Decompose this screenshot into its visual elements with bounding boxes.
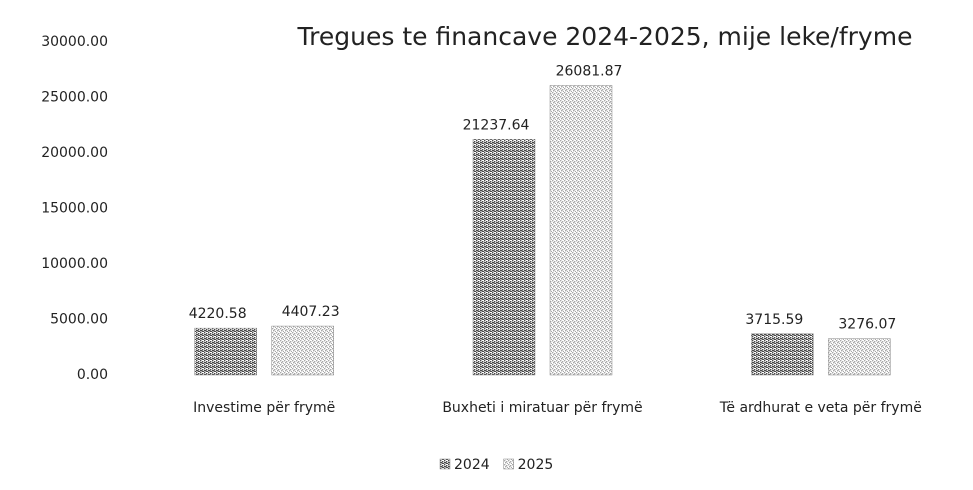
bar (472, 139, 536, 376)
y-tick-label: 0.00 (77, 367, 108, 383)
y-tick-label: 5000.00 (50, 312, 108, 328)
value-label: 4407.23 (282, 304, 340, 320)
y-tick-label: 15000.00 (41, 201, 108, 217)
y-tick-label: 30000.00 (41, 34, 108, 50)
legend-swatch (439, 458, 451, 470)
y-tick-label: 20000.00 (41, 145, 108, 161)
bar (751, 333, 814, 376)
x-tick-label: Buxheti i miratuar për frymë (442, 400, 642, 416)
bar (271, 325, 334, 376)
chart-title: Tregues te financave 2024-2025, mije lek… (297, 22, 913, 51)
value-label: 3715.59 (745, 312, 803, 328)
bar (194, 327, 257, 376)
y-tick-label: 25000.00 (41, 90, 108, 106)
legend-label: 2025 (518, 457, 554, 473)
bar (549, 85, 613, 376)
value-label: 26081.87 (556, 63, 623, 79)
x-tick-label: Të ardhurat e veta për frymë (719, 400, 922, 416)
legend-swatch (503, 458, 514, 470)
value-label: 3276.07 (838, 317, 896, 333)
legend-label: 2024 (454, 457, 490, 473)
x-tick-label: Investime për frymë (193, 400, 335, 416)
value-label: 4220.58 (189, 306, 247, 322)
bar (828, 338, 891, 376)
value-label: 21237.64 (463, 117, 530, 133)
y-tick-label: 10000.00 (41, 256, 108, 272)
